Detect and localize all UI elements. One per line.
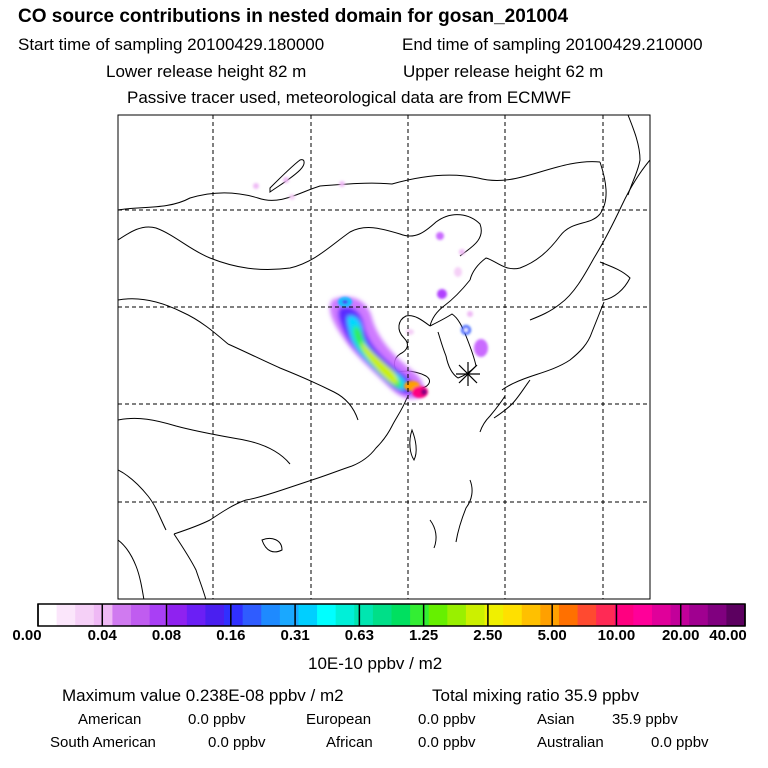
colorbar-tick-label: 0.08 bbox=[151, 627, 182, 644]
region-value: 0.0 ppbv bbox=[208, 734, 266, 751]
sampling-start: Start time of sampling 20100429.180000 bbox=[18, 35, 325, 54]
colorbar-tick-label: 0.16 bbox=[216, 627, 246, 644]
lower-release-height: Lower release height 82 m bbox=[106, 62, 307, 81]
colorbar-swatch bbox=[335, 604, 355, 626]
colorbar-swatch bbox=[428, 604, 448, 626]
tracer-note: Passive tracer used, meteorological data… bbox=[127, 88, 572, 107]
colorbar-swatch bbox=[261, 604, 281, 626]
region-value: 0.0 ppbv bbox=[651, 734, 709, 751]
colorbar-swatch bbox=[112, 604, 132, 626]
colorbar-tick-label: 40.00 bbox=[709, 627, 747, 644]
region-value: 0.0 ppbv bbox=[418, 711, 476, 728]
colorbar-swatch bbox=[614, 604, 634, 626]
colorbar-tick-label: 0.00 bbox=[12, 627, 42, 644]
colorbar-swatch bbox=[577, 604, 597, 626]
colorbar-swatch bbox=[354, 604, 374, 626]
colorbar-swatch bbox=[726, 604, 746, 626]
gridlines bbox=[118, 115, 650, 599]
colorbar-swatch bbox=[186, 604, 206, 626]
colorbar-swatch bbox=[465, 604, 485, 626]
colorbar-tick-label: 20.00 bbox=[661, 627, 700, 644]
colorbar-swatch bbox=[447, 604, 467, 626]
colorbar-swatch bbox=[38, 604, 58, 626]
colorbar-border bbox=[37, 603, 746, 627]
sampling-end: End time of sampling 20100429.210000 bbox=[402, 35, 703, 54]
map-title: CO source contributions in nested domain… bbox=[18, 6, 569, 27]
colorbar-tick-label: 1.25 bbox=[409, 627, 439, 644]
colorbar-tick-label: 10.00 bbox=[597, 627, 636, 644]
region-name: Asian bbox=[537, 711, 575, 728]
colorbar-swatch bbox=[651, 604, 671, 626]
upper-release-height: Upper release height 62 m bbox=[403, 62, 604, 81]
region-name: South American bbox=[50, 734, 156, 751]
colorbar-swatch bbox=[707, 604, 727, 626]
colorbar-units: 10E-10 ppbv / m2 bbox=[308, 654, 443, 673]
colorbar-swatch bbox=[689, 604, 709, 626]
colorbar-swatch bbox=[521, 604, 541, 626]
maximum-value: Maximum value 0.238E-08 ppbv / m2 bbox=[62, 686, 344, 705]
region-name: Australian bbox=[537, 734, 604, 751]
region-value: 35.9 ppbv bbox=[612, 711, 678, 728]
colorbar-tick-label: 0.31 bbox=[280, 627, 310, 644]
colorbar-swatch bbox=[242, 604, 262, 626]
region-name: American bbox=[78, 711, 142, 728]
plume bbox=[253, 177, 488, 399]
region-value: 0.0 ppbv bbox=[188, 711, 246, 728]
colorbar-swatch bbox=[93, 604, 113, 626]
colorbar-swatch bbox=[372, 604, 392, 626]
colorbar-swatch bbox=[484, 604, 504, 626]
colorbar-swatch bbox=[168, 604, 188, 626]
region-value: 0.0 ppbv bbox=[418, 734, 476, 751]
colorbar-swatch bbox=[149, 604, 169, 626]
map-frame bbox=[117, 114, 651, 600]
colorbar-swatch bbox=[558, 604, 578, 626]
colorbar-tick-label: 0.63 bbox=[344, 627, 374, 644]
colorbar-swatch bbox=[279, 604, 299, 626]
colorbar-swatch bbox=[224, 604, 244, 626]
colorbar-swatch bbox=[391, 604, 411, 626]
region-name: European bbox=[306, 711, 372, 728]
colorbar-swatch bbox=[298, 604, 318, 626]
colorbar-swatch bbox=[56, 604, 76, 626]
colorbar-swatch bbox=[633, 604, 653, 626]
receptor-marker bbox=[456, 362, 480, 386]
colorbar-swatch bbox=[75, 604, 95, 626]
colorbar-swatch bbox=[131, 604, 151, 626]
colorbar-tick-label: 0.04 bbox=[87, 627, 117, 644]
colorbar-swatch bbox=[503, 604, 523, 626]
region-name: African bbox=[326, 734, 373, 751]
colorbar-swatch bbox=[205, 604, 225, 626]
colorbar-tick-label: 5.00 bbox=[537, 627, 567, 644]
colorbar-swatch bbox=[317, 604, 337, 626]
total-mixing-ratio: Total mixing ratio 35.9 ppbv bbox=[432, 686, 639, 705]
colorbar-swatch bbox=[596, 604, 616, 626]
colorbar-swatch bbox=[410, 604, 430, 626]
colorbar-swatch bbox=[540, 604, 560, 626]
colorbar-tick-label: 2.50 bbox=[473, 627, 503, 644]
